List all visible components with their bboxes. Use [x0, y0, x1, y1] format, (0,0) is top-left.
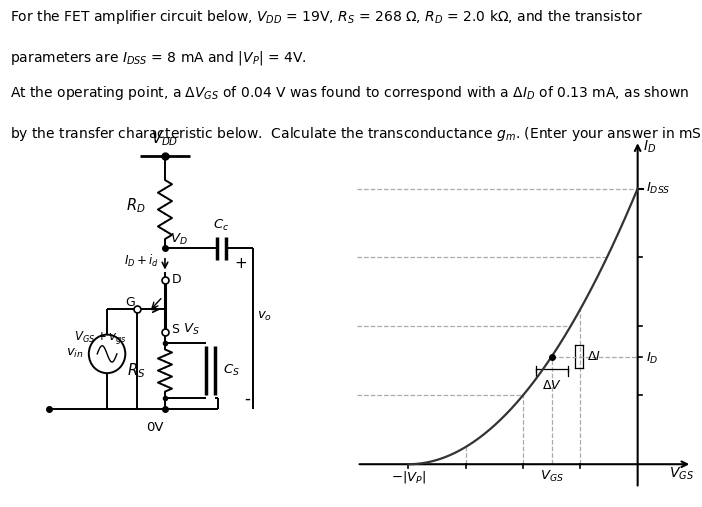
Text: $V_D$: $V_D$: [171, 232, 188, 246]
Text: D: D: [171, 273, 181, 286]
Text: +: +: [234, 257, 247, 271]
Text: $C_S$: $C_S$: [223, 363, 239, 378]
Text: $V_{DD}$: $V_{DD}$: [152, 130, 178, 149]
Text: $C_c$: $C_c$: [213, 218, 230, 233]
Text: 0V: 0V: [146, 420, 163, 433]
Text: $V_{GS}$: $V_{GS}$: [669, 466, 694, 482]
Text: G: G: [125, 296, 135, 309]
Text: $R_D$: $R_D$: [126, 197, 146, 215]
Text: For the FET amplifier circuit below, $V_{DD}$ = 19V, $R_S$ = 268 Ω, $R_D$ = 2.0 : For the FET amplifier circuit below, $V_…: [11, 8, 643, 26]
Text: $V_{GS}$: $V_{GS}$: [540, 469, 564, 485]
Text: $v_o$: $v_o$: [257, 310, 272, 323]
Text: by the transfer characteristic below.  Calculate the transconductance $g_m$. (En: by the transfer characteristic below. Ca…: [11, 125, 702, 143]
Text: $V_S$: $V_S$: [183, 322, 199, 337]
Text: $V_{GS}+v_{gs}$: $V_{GS}+v_{gs}$: [74, 329, 126, 346]
Text: $I_{DSS}$: $I_{DSS}$: [647, 181, 671, 196]
Text: $I_D$: $I_D$: [643, 138, 656, 155]
Text: At the operating point, a Δ$V_{GS}$ of 0.04 V was found to correspond with a Δ$I: At the operating point, a Δ$V_{GS}$ of 0…: [11, 84, 689, 102]
Text: $\Delta I$: $\Delta I$: [587, 350, 601, 363]
Text: $v_{in}$: $v_{in}$: [66, 347, 84, 360]
Text: $R_S$: $R_S$: [127, 361, 146, 380]
Text: $I_D+i_d$: $I_D+i_d$: [124, 254, 159, 269]
Text: $I_D$: $I_D$: [647, 351, 659, 366]
Text: parameters are $I_{DSS}$ = 8 mA and $|V_P|$ = 4V.: parameters are $I_{DSS}$ = 8 mA and $|V_…: [11, 49, 307, 67]
Text: $\Delta V$: $\Delta V$: [542, 379, 562, 391]
Text: S: S: [171, 323, 179, 336]
Text: $-|V_P|$: $-|V_P|$: [391, 469, 426, 485]
Text: -: -: [244, 389, 251, 407]
